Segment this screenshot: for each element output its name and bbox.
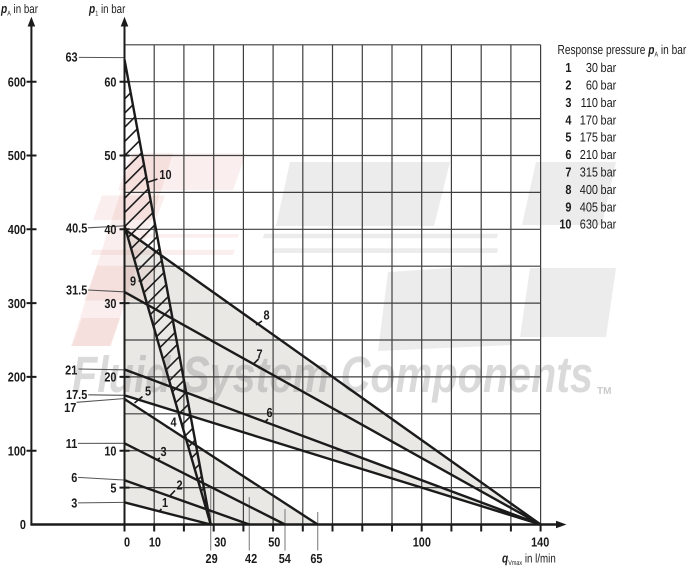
svg-text:9: 9 (565, 199, 571, 214)
svg-text:6: 6 (266, 405, 272, 420)
svg-text:54: 54 (279, 551, 292, 566)
svg-text:500: 500 (8, 148, 26, 163)
svg-text:100: 100 (413, 534, 431, 549)
svg-text:Response pressure pA in bar: Response pressure pA in bar (558, 42, 687, 59)
svg-text:7: 7 (256, 347, 262, 362)
svg-text:63: 63 (65, 50, 77, 65)
svg-text:210: 210 (580, 147, 598, 162)
svg-text:2: 2 (176, 478, 182, 493)
svg-text:10: 10 (149, 534, 161, 549)
svg-text:200: 200 (8, 370, 26, 385)
svg-text:10: 10 (104, 443, 116, 458)
svg-text:5: 5 (145, 384, 151, 399)
svg-text:400: 400 (580, 182, 598, 197)
svg-text:3: 3 (160, 444, 166, 459)
svg-text:bar: bar (601, 217, 617, 232)
svg-text:17: 17 (64, 400, 76, 415)
svg-text:30: 30 (586, 60, 598, 75)
svg-text:bar: bar (601, 147, 617, 162)
svg-text:42: 42 (245, 551, 257, 566)
svg-text:630: 630 (580, 217, 598, 232)
svg-text:170: 170 (580, 112, 598, 127)
svg-text:0: 0 (20, 517, 26, 532)
svg-text:bar: bar (601, 60, 617, 75)
svg-text:17.5: 17.5 (66, 387, 87, 402)
svg-text:10: 10 (559, 217, 571, 232)
svg-text:qVmax in l/min: qVmax in l/min (502, 551, 556, 568)
svg-text:bar: bar (601, 95, 617, 110)
svg-text:40: 40 (104, 222, 116, 237)
svg-text:4: 4 (565, 112, 572, 127)
svg-text:315: 315 (580, 165, 598, 180)
svg-text:175: 175 (580, 130, 598, 145)
svg-text:40.5: 40.5 (66, 220, 87, 235)
svg-text:1: 1 (565, 60, 571, 75)
svg-text:29: 29 (206, 551, 218, 566)
svg-text:TM: TM (597, 386, 611, 397)
svg-text:p1 in bar: p1 in bar (88, 1, 125, 18)
svg-text:30: 30 (214, 534, 226, 549)
svg-text:405: 405 (580, 199, 598, 214)
svg-text:300: 300 (8, 296, 26, 311)
svg-text:31.5: 31.5 (66, 282, 87, 297)
svg-text:10: 10 (159, 167, 171, 182)
svg-text:8: 8 (565, 182, 571, 197)
svg-text:8: 8 (263, 308, 269, 323)
svg-text:11: 11 (66, 436, 78, 451)
svg-text:3: 3 (565, 95, 571, 110)
svg-text:20: 20 (104, 370, 116, 385)
svg-text:9: 9 (130, 274, 136, 289)
svg-text:2: 2 (565, 78, 571, 93)
svg-text:bar: bar (601, 182, 617, 197)
svg-text:600: 600 (8, 74, 26, 89)
svg-text:5: 5 (565, 130, 571, 145)
svg-text:1: 1 (162, 495, 168, 510)
svg-text:60: 60 (104, 74, 116, 89)
svg-text:bar: bar (601, 165, 617, 180)
svg-text:0: 0 (124, 534, 130, 549)
svg-text:50: 50 (268, 534, 280, 549)
svg-text:bar: bar (601, 78, 617, 93)
svg-text:bar: bar (601, 199, 617, 214)
svg-text:110: 110 (581, 95, 598, 110)
svg-text:400: 400 (8, 222, 26, 237)
svg-text:pA in bar: pA in bar (0, 1, 38, 18)
svg-text:7: 7 (565, 165, 571, 180)
svg-text:6: 6 (71, 470, 77, 485)
svg-text:21: 21 (65, 362, 77, 377)
svg-text:65: 65 (310, 551, 322, 566)
svg-text:bar: bar (601, 130, 617, 145)
svg-text:bar: bar (601, 112, 617, 127)
svg-text:3: 3 (71, 496, 77, 511)
svg-text:4: 4 (170, 415, 177, 430)
svg-text:6: 6 (565, 147, 571, 162)
svg-text:60: 60 (586, 78, 598, 93)
svg-text:100: 100 (8, 443, 26, 458)
svg-text:5: 5 (110, 480, 116, 495)
svg-text:50: 50 (104, 148, 116, 163)
svg-text:140: 140 (531, 534, 549, 549)
svg-text:30: 30 (104, 296, 116, 311)
